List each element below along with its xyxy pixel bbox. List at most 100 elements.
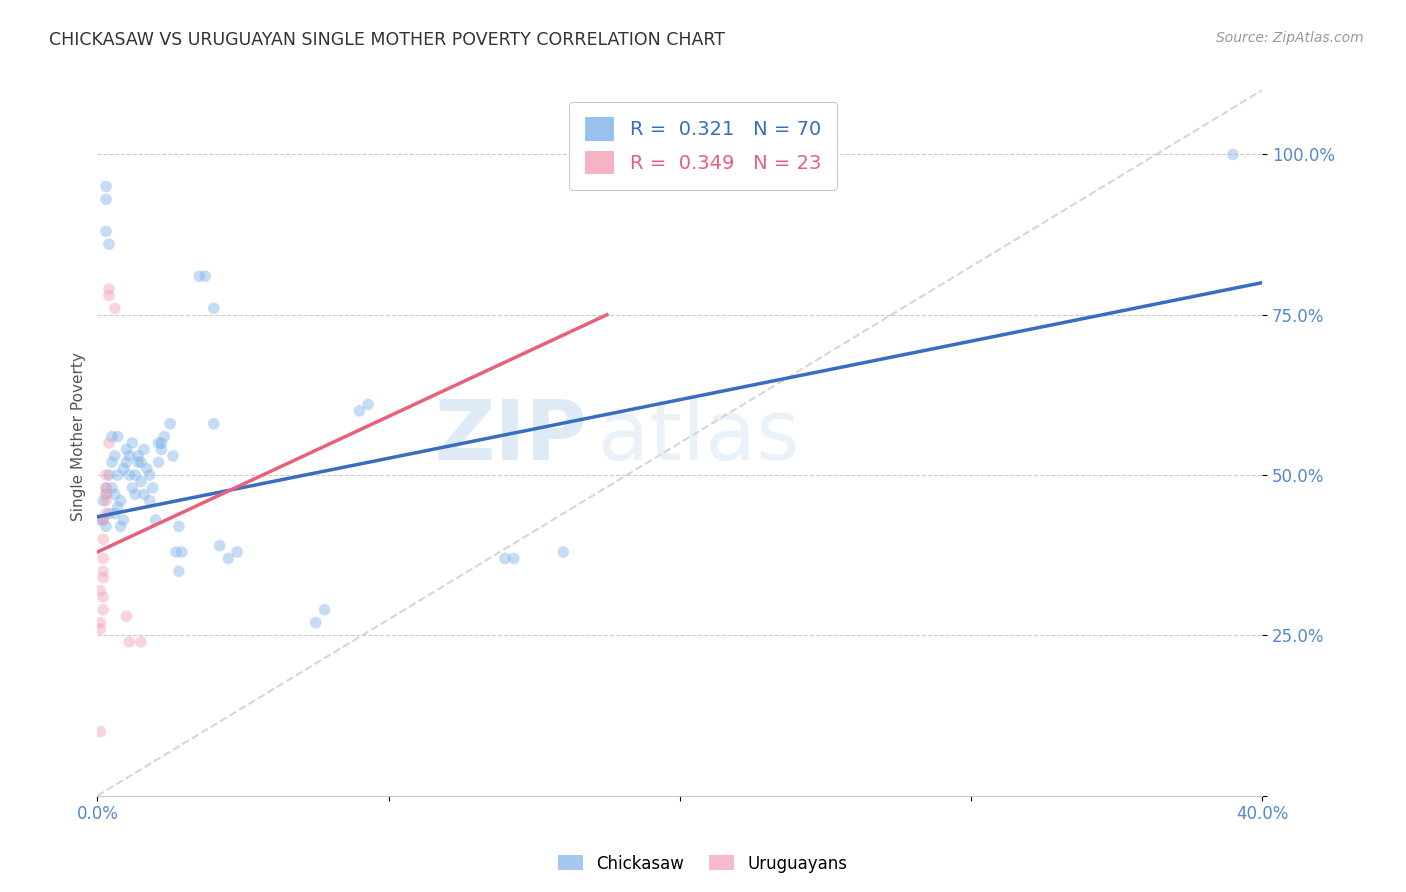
Point xyxy=(89,583,111,598)
Point xyxy=(226,545,249,559)
Point xyxy=(94,481,117,495)
Point xyxy=(167,564,190,578)
Point xyxy=(94,179,117,194)
Point xyxy=(110,493,132,508)
Point xyxy=(139,493,162,508)
Point xyxy=(129,455,152,469)
Point xyxy=(124,487,146,501)
Point xyxy=(104,301,127,316)
Point xyxy=(305,615,328,630)
Point xyxy=(142,481,165,495)
Point xyxy=(94,468,117,483)
Point xyxy=(101,481,124,495)
Point xyxy=(127,449,149,463)
Point xyxy=(115,442,138,457)
Point xyxy=(94,224,117,238)
Point xyxy=(89,615,111,630)
Point xyxy=(94,507,117,521)
Point xyxy=(118,635,141,649)
Point xyxy=(150,436,173,450)
Point xyxy=(121,481,143,495)
Point xyxy=(94,481,117,495)
Point xyxy=(110,519,132,533)
Point xyxy=(91,571,114,585)
Y-axis label: Single Mother Poverty: Single Mother Poverty xyxy=(72,352,86,521)
Point xyxy=(121,436,143,450)
Point xyxy=(91,493,114,508)
Point xyxy=(167,519,190,533)
Point xyxy=(1222,147,1244,161)
Point xyxy=(139,468,162,483)
Point xyxy=(148,455,170,469)
Point xyxy=(91,513,114,527)
Point xyxy=(129,475,152,489)
Point xyxy=(115,609,138,624)
Point xyxy=(91,533,114,547)
Point xyxy=(208,539,231,553)
Point xyxy=(153,429,176,443)
Point xyxy=(98,237,121,252)
Point xyxy=(91,603,114,617)
Point xyxy=(89,513,111,527)
Point xyxy=(98,288,121,302)
Point xyxy=(150,442,173,457)
Point xyxy=(159,417,181,431)
Point xyxy=(127,455,149,469)
Point xyxy=(314,603,336,617)
Point xyxy=(107,429,129,443)
Point xyxy=(89,724,111,739)
Point xyxy=(148,436,170,450)
Point xyxy=(107,500,129,515)
Point xyxy=(118,468,141,483)
Point xyxy=(104,487,127,501)
Point xyxy=(162,449,184,463)
Point xyxy=(502,551,524,566)
Point xyxy=(217,551,239,566)
Point xyxy=(94,487,117,501)
Point xyxy=(132,442,155,457)
Point xyxy=(145,513,167,527)
Point xyxy=(112,461,135,475)
Point xyxy=(494,551,516,566)
Point xyxy=(94,487,117,501)
Point xyxy=(91,551,114,566)
Point xyxy=(101,429,124,443)
Point xyxy=(118,449,141,463)
Point xyxy=(165,545,187,559)
Point xyxy=(112,513,135,527)
Point xyxy=(357,398,380,412)
Point xyxy=(91,564,114,578)
Point xyxy=(98,507,121,521)
Point xyxy=(89,622,111,636)
Point xyxy=(94,519,117,533)
Point xyxy=(94,493,117,508)
Legend: R =  0.321   N = 70, R =  0.349   N = 23: R = 0.321 N = 70, R = 0.349 N = 23 xyxy=(569,102,837,190)
Point xyxy=(194,269,217,284)
Point xyxy=(349,404,371,418)
Point xyxy=(98,436,121,450)
Point xyxy=(98,468,121,483)
Point xyxy=(98,282,121,296)
Point xyxy=(170,545,193,559)
Point xyxy=(101,455,124,469)
Text: CHICKASAW VS URUGUAYAN SINGLE MOTHER POVERTY CORRELATION CHART: CHICKASAW VS URUGUAYAN SINGLE MOTHER POV… xyxy=(49,31,725,49)
Point xyxy=(91,590,114,604)
Point xyxy=(202,417,225,431)
Point xyxy=(115,455,138,469)
Point xyxy=(135,461,157,475)
Point xyxy=(104,449,127,463)
Point xyxy=(94,192,117,206)
Point xyxy=(91,513,114,527)
Point xyxy=(107,468,129,483)
Text: atlas: atlas xyxy=(598,396,800,477)
Text: ZIP: ZIP xyxy=(434,396,586,477)
Point xyxy=(129,635,152,649)
Point xyxy=(553,545,575,559)
Text: Source: ZipAtlas.com: Source: ZipAtlas.com xyxy=(1216,31,1364,45)
Point xyxy=(104,507,127,521)
Legend: Chickasaw, Uruguayans: Chickasaw, Uruguayans xyxy=(551,848,855,880)
Point xyxy=(202,301,225,316)
Point xyxy=(188,269,211,284)
Point xyxy=(132,487,155,501)
Point xyxy=(124,468,146,483)
